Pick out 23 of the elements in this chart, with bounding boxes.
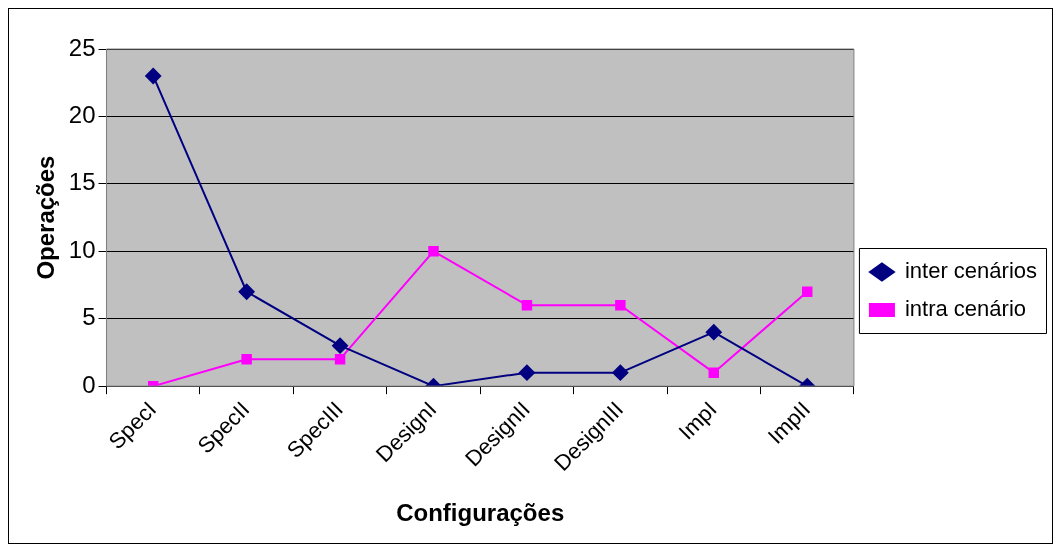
- point: [428, 246, 439, 257]
- y-tick-label: 10: [68, 235, 96, 263]
- y-tick-label: 25: [68, 33, 96, 61]
- point: [521, 299, 533, 311]
- legend-label: intra cenário: [904, 296, 1027, 322]
- point: [145, 67, 162, 84]
- point: [708, 367, 720, 378]
- point: [801, 286, 813, 297]
- y-tick-label: 20: [68, 101, 96, 129]
- legend-label: inter cenários: [904, 258, 1038, 284]
- point: [334, 353, 346, 365]
- point: [238, 283, 255, 300]
- point: [705, 324, 722, 341]
- point: [612, 364, 629, 381]
- y-tick-label: 5: [82, 303, 96, 331]
- point: [518, 364, 535, 381]
- point: [615, 299, 626, 311]
- y-tick-label: 0: [82, 370, 96, 398]
- point: [332, 337, 349, 354]
- x-axis-title: Configurações: [396, 499, 565, 527]
- y-axis-title: Operações: [32, 155, 60, 280]
- point: [241, 353, 252, 365]
- y-tick-label: 15: [68, 168, 96, 196]
